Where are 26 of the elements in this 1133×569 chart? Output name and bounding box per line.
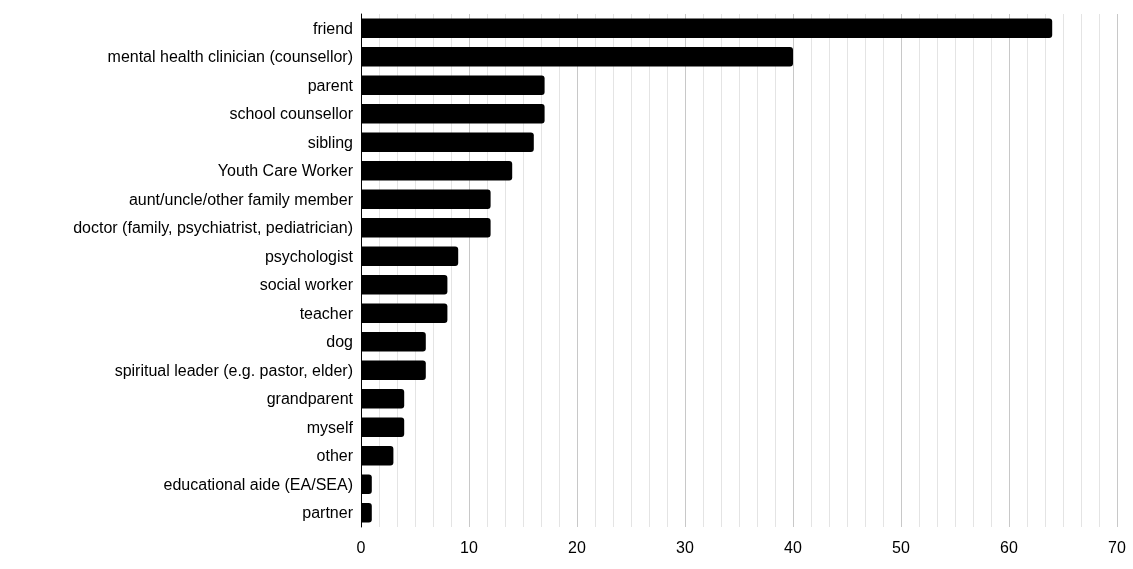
y-tick-label: educational aide (EA/SEA) (163, 475, 353, 493)
y-tick-label: partner (302, 504, 354, 522)
y-tick-label: psychologist (264, 247, 354, 265)
y-tick-label: teacher (299, 304, 354, 322)
y-tick-label: dog (326, 333, 353, 351)
y-tick-label: spiritual leader (e.g. pastor, elder) (114, 361, 353, 379)
x-tick-label: 20 (568, 538, 586, 556)
y-tick-label: doctor (family, psychiatrist, pediatrician) (73, 219, 353, 237)
y-tick-label: school counsellor (229, 105, 354, 123)
y-tick-label: friend (312, 19, 353, 37)
x-tick-label: 30 (676, 538, 694, 556)
y-tick-label: mental health clinician (counsellor) (107, 48, 353, 66)
y-tick-label: aunt/uncle/other family member (128, 190, 354, 208)
x-tick-label: 60 (1000, 538, 1018, 556)
y-tick-label: parent (307, 76, 354, 94)
y-tick-label: Youth Care Worker (217, 162, 354, 180)
x-tick-label: 0 (356, 538, 366, 556)
x-tick-label: 10 (460, 538, 478, 556)
y-tick-label: grandparent (266, 390, 354, 408)
x-tick-label: 70 (1108, 538, 1126, 556)
y-tick-label: other (316, 447, 354, 465)
y-tick-label: sibling (307, 133, 353, 151)
x-tick-label: 40 (784, 538, 802, 556)
y-tick-label: myself (306, 418, 354, 436)
y-tick-label: social worker (259, 276, 354, 294)
x-tick-label: 50 (892, 538, 910, 556)
